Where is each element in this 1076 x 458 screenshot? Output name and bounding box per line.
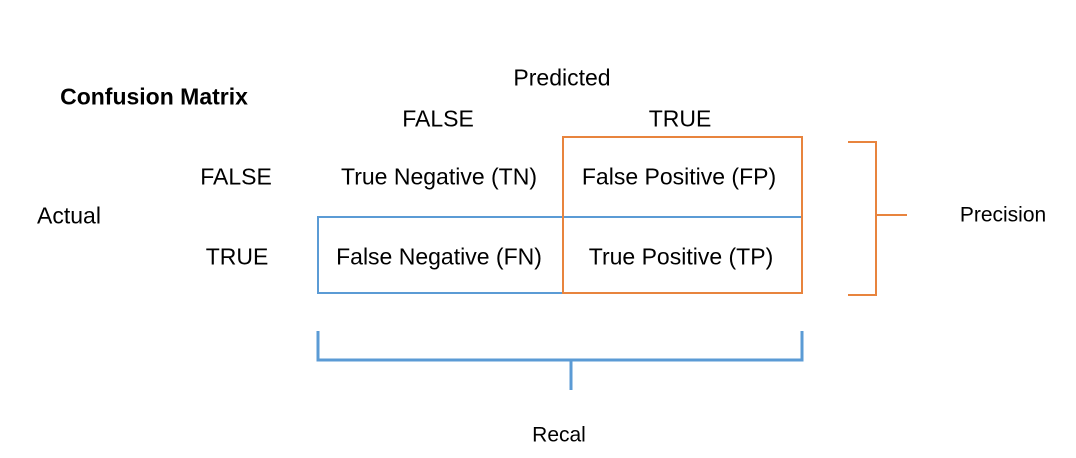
diagram-title: Confusion Matrix [60, 83, 248, 110]
cell-true-positive: True Positive (TP) [588, 243, 774, 270]
precision-bracket [848, 141, 907, 296]
actual-row-true: TRUE [205, 243, 269, 270]
precision-column-box [562, 136, 803, 294]
recall-label: Recal [532, 423, 586, 447]
predicted-column-true: TRUE [648, 105, 712, 132]
precision-label: Precision [959, 203, 1047, 227]
predicted-column-false: FALSE [402, 105, 474, 132]
actual-row-false: FALSE [200, 163, 272, 190]
recall-bracket [316, 331, 804, 390]
cell-false-negative: False Negative (FN) [336, 243, 542, 270]
cell-true-negative: True Negative (TN) [341, 163, 537, 190]
cell-false-positive: False Positive (FP) [581, 163, 777, 190]
predicted-axis-label: Predicted [513, 64, 611, 91]
actual-axis-label: Actual [37, 202, 101, 229]
